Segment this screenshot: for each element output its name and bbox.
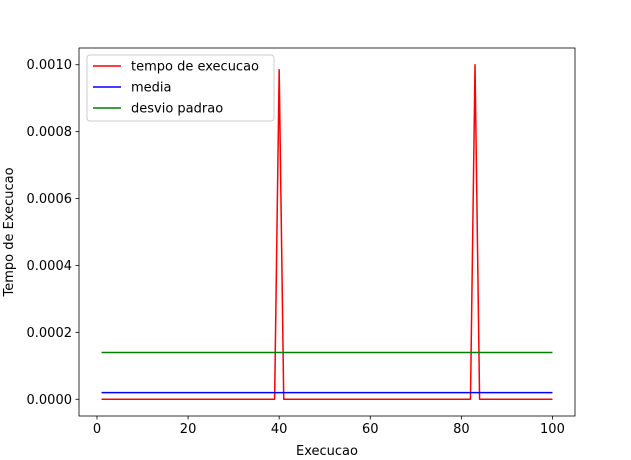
x-tick-label: 20 — [180, 422, 197, 437]
legend-label-1: media — [131, 81, 172, 96]
y-tick-label: 0.0004 — [27, 259, 73, 274]
y-tick-label: 0.0006 — [27, 192, 73, 207]
legend-label-2: desvio padrao — [131, 102, 223, 117]
series-layer — [101, 63, 553, 401]
x-axis: 0 20 40 60 80 100 — [93, 416, 565, 437]
x-axis-label: Execucao — [296, 444, 358, 455]
plot-frame — [78, 47, 576, 417]
x-tick-label: 0 — [93, 422, 101, 437]
legend: tempo de execucao media desvio padrao — [86, 54, 275, 122]
series-line-0 — [101, 63, 553, 401]
legend-box — [86, 54, 275, 122]
y-tick-label: 0.0000 — [27, 393, 73, 408]
y-axis: 0.0000 0.0002 0.0004 0.0006 0.0008 0.0010 — [27, 58, 79, 408]
x-tick-label: 100 — [540, 422, 565, 437]
y-axis-label: Tempo de Execucao — [2, 167, 17, 297]
y-tick-label: 0.0002 — [27, 326, 73, 341]
y-tick-label: 0.0010 — [27, 58, 73, 73]
y-tick-label: 0.0008 — [27, 125, 73, 140]
x-tick-label: 60 — [362, 422, 379, 437]
x-tick-label: 80 — [453, 422, 470, 437]
x-tick-label: 40 — [271, 422, 288, 437]
legend-label-0: tempo de execucao — [131, 60, 259, 75]
